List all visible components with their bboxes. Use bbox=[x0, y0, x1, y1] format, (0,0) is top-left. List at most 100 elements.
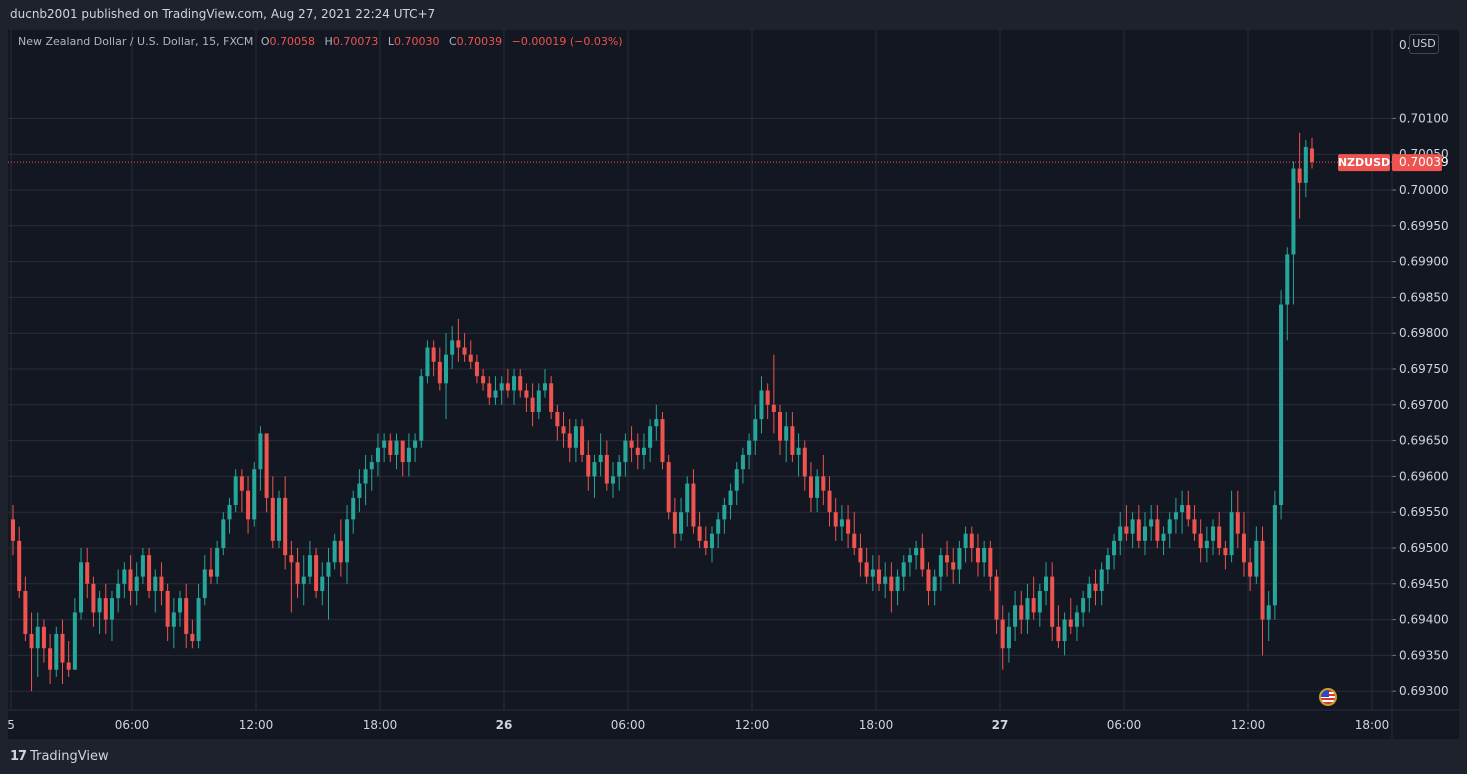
candle-body bbox=[654, 419, 659, 427]
candle-body bbox=[1118, 526, 1123, 541]
time-tick-label: 26 bbox=[496, 718, 513, 732]
candle-body bbox=[1136, 519, 1141, 541]
candle-body bbox=[1044, 576, 1049, 591]
candle-body bbox=[1031, 598, 1036, 613]
candle-body bbox=[307, 555, 312, 577]
candle-body bbox=[629, 440, 634, 448]
candle-body bbox=[592, 462, 597, 477]
candle-body bbox=[60, 633, 65, 663]
candle-body bbox=[753, 419, 758, 441]
candle-body bbox=[1198, 533, 1203, 548]
candle-body bbox=[505, 383, 510, 391]
us-flag-icon[interactable] bbox=[1319, 688, 1337, 706]
candle-body bbox=[975, 548, 980, 563]
candle-body bbox=[907, 555, 912, 563]
candle-body bbox=[827, 490, 832, 513]
candle-body bbox=[1186, 505, 1191, 520]
candle-body bbox=[499, 383, 504, 391]
candle-body bbox=[512, 376, 517, 391]
candle-body bbox=[481, 376, 486, 384]
candle-body bbox=[41, 626, 46, 649]
candle-body bbox=[1204, 540, 1209, 548]
candle-body bbox=[1223, 548, 1228, 556]
top-bar: ducnb2001 published on TradingView.com, … bbox=[0, 0, 1467, 30]
candle-body bbox=[580, 426, 585, 455]
candle-body bbox=[159, 576, 164, 591]
price-tick-label: 0.69850 bbox=[1399, 290, 1449, 304]
candle-body bbox=[821, 476, 826, 491]
tradingview-logo[interactable]: 17 TradingView bbox=[10, 747, 109, 765]
candle-body bbox=[926, 569, 931, 591]
candle-body bbox=[233, 476, 238, 506]
price-tick-label: 0.70100 bbox=[1399, 111, 1449, 125]
candle-body bbox=[406, 447, 411, 463]
price-tick-label: 0.69800 bbox=[1399, 326, 1449, 340]
candle-body bbox=[382, 440, 387, 448]
low-label: L bbox=[387, 35, 394, 48]
time-tick-label: 27 bbox=[992, 718, 1009, 732]
candle-body bbox=[171, 612, 176, 627]
candle-body bbox=[208, 569, 213, 577]
candle-body bbox=[338, 540, 343, 563]
candle-body bbox=[184, 598, 189, 634]
chart-area[interactable]: 0.701000.700500.700000.699500.699000.698… bbox=[8, 30, 1459, 739]
time-tick-label: 06:00 bbox=[115, 718, 150, 732]
time-tick-label: 12:00 bbox=[1231, 718, 1266, 732]
footer-bar bbox=[0, 740, 1467, 774]
candle-body bbox=[598, 454, 603, 463]
candle-body bbox=[1081, 598, 1086, 613]
candle-body bbox=[351, 497, 356, 520]
candle-body bbox=[140, 555, 145, 577]
candle-body bbox=[802, 447, 807, 477]
candle-body bbox=[982, 548, 987, 563]
candle-body bbox=[450, 340, 455, 355]
candle-body bbox=[147, 555, 152, 591]
candle-body bbox=[1112, 540, 1117, 556]
candle-body bbox=[413, 440, 418, 448]
chart-background bbox=[8, 30, 1459, 739]
candle-body bbox=[864, 562, 869, 577]
candle-body bbox=[116, 583, 121, 599]
candle-body bbox=[388, 440, 393, 455]
candle-body bbox=[66, 662, 71, 670]
candle-body bbox=[252, 469, 257, 520]
candle-body bbox=[709, 533, 714, 548]
candle-body bbox=[833, 512, 838, 527]
candle-body bbox=[852, 533, 857, 548]
candle-body bbox=[276, 497, 281, 541]
candle-body bbox=[771, 404, 776, 412]
candle-body bbox=[1297, 168, 1302, 183]
candle-body bbox=[1130, 519, 1135, 534]
candle-body bbox=[456, 340, 461, 348]
candle-body bbox=[883, 576, 888, 584]
open-value: 0.70058 bbox=[269, 35, 316, 48]
candle-body bbox=[914, 548, 919, 556]
candle-body bbox=[1093, 583, 1098, 591]
candlestick-chart[interactable]: 0.701000.700500.700000.699500.699000.698… bbox=[8, 30, 1459, 739]
candle-body bbox=[134, 576, 139, 591]
candle-body bbox=[1062, 619, 1067, 642]
candle-body bbox=[858, 548, 863, 563]
candle-body bbox=[375, 447, 380, 463]
price-tick-label: 0.69700 bbox=[1399, 398, 1449, 412]
time-tick-label: 06:00 bbox=[611, 718, 646, 732]
candle-body bbox=[443, 354, 449, 384]
candle-body bbox=[190, 633, 195, 642]
candle-body bbox=[128, 569, 133, 591]
candle-body bbox=[394, 440, 399, 455]
price-tick-label: 0.69650 bbox=[1399, 434, 1449, 448]
candle-body bbox=[1099, 569, 1104, 591]
candle-body bbox=[326, 562, 331, 577]
time-tick-label: 06:00 bbox=[1107, 718, 1142, 732]
candle-body bbox=[932, 576, 937, 591]
candle-body bbox=[1248, 562, 1253, 577]
candle-body bbox=[196, 598, 201, 642]
candle-body bbox=[1000, 619, 1005, 649]
candle-body bbox=[784, 426, 789, 441]
candle-body bbox=[679, 512, 684, 534]
candle-body bbox=[289, 555, 294, 563]
currency-button[interactable]: USD bbox=[1409, 34, 1439, 54]
candle-body bbox=[468, 354, 473, 362]
candle-body bbox=[740, 454, 745, 470]
candle-body bbox=[1167, 519, 1172, 534]
